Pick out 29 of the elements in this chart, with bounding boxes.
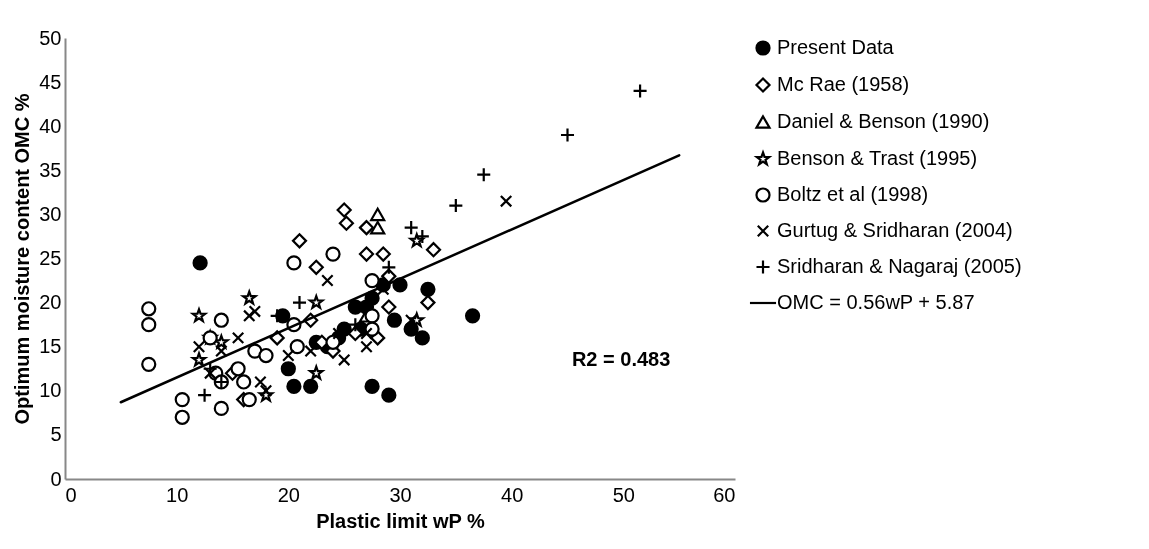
y-tick-label: 45	[39, 70, 62, 93]
x-tick-label: 60	[713, 483, 736, 506]
y-tick-label: 15	[39, 335, 62, 358]
annotation: R2 = 0.483	[571, 347, 671, 370]
legend-label: Boltz et al (1998)	[777, 183, 929, 205]
y-tick-label: 0	[50, 467, 62, 490]
y-tick-label: 5	[50, 423, 62, 446]
legend-label: Benson & Trast (1995)	[777, 147, 978, 169]
y-tick-label: 20	[39, 291, 62, 314]
y-tick-label: 30	[39, 202, 62, 225]
x-axis-title: Plastic limit wP %	[316, 509, 485, 532]
x-tick-label: 20	[277, 483, 300, 506]
y-tick-label: 25	[39, 247, 62, 269]
legend-label: Mc Rae (1958)	[777, 73, 910, 95]
legend-label: Present Data	[777, 36, 895, 58]
legend-label: OMC = 0.56wP + 5.87	[777, 291, 975, 313]
y-axis-title: Optimum moisture content OMC %	[11, 93, 34, 425]
legend-label: Sridharan & Nagaraj (2005)	[777, 255, 1022, 277]
y-tick-label: 35	[39, 158, 62, 181]
x-tick-label: 10	[166, 483, 189, 506]
y-tick-label: 10	[39, 379, 62, 402]
y-tick-label: 40	[39, 114, 62, 137]
y-tick-label: 50	[39, 26, 62, 49]
x-tick-label: 0	[65, 483, 77, 506]
legend-label: Gurtug & Sridharan (2004)	[777, 219, 1013, 241]
x-tick-label: 50	[612, 483, 635, 506]
x-tick-label: 30	[389, 483, 412, 506]
legend-label: Daniel & Benson (1990)	[777, 110, 990, 132]
x-tick-label: 40	[501, 483, 524, 506]
